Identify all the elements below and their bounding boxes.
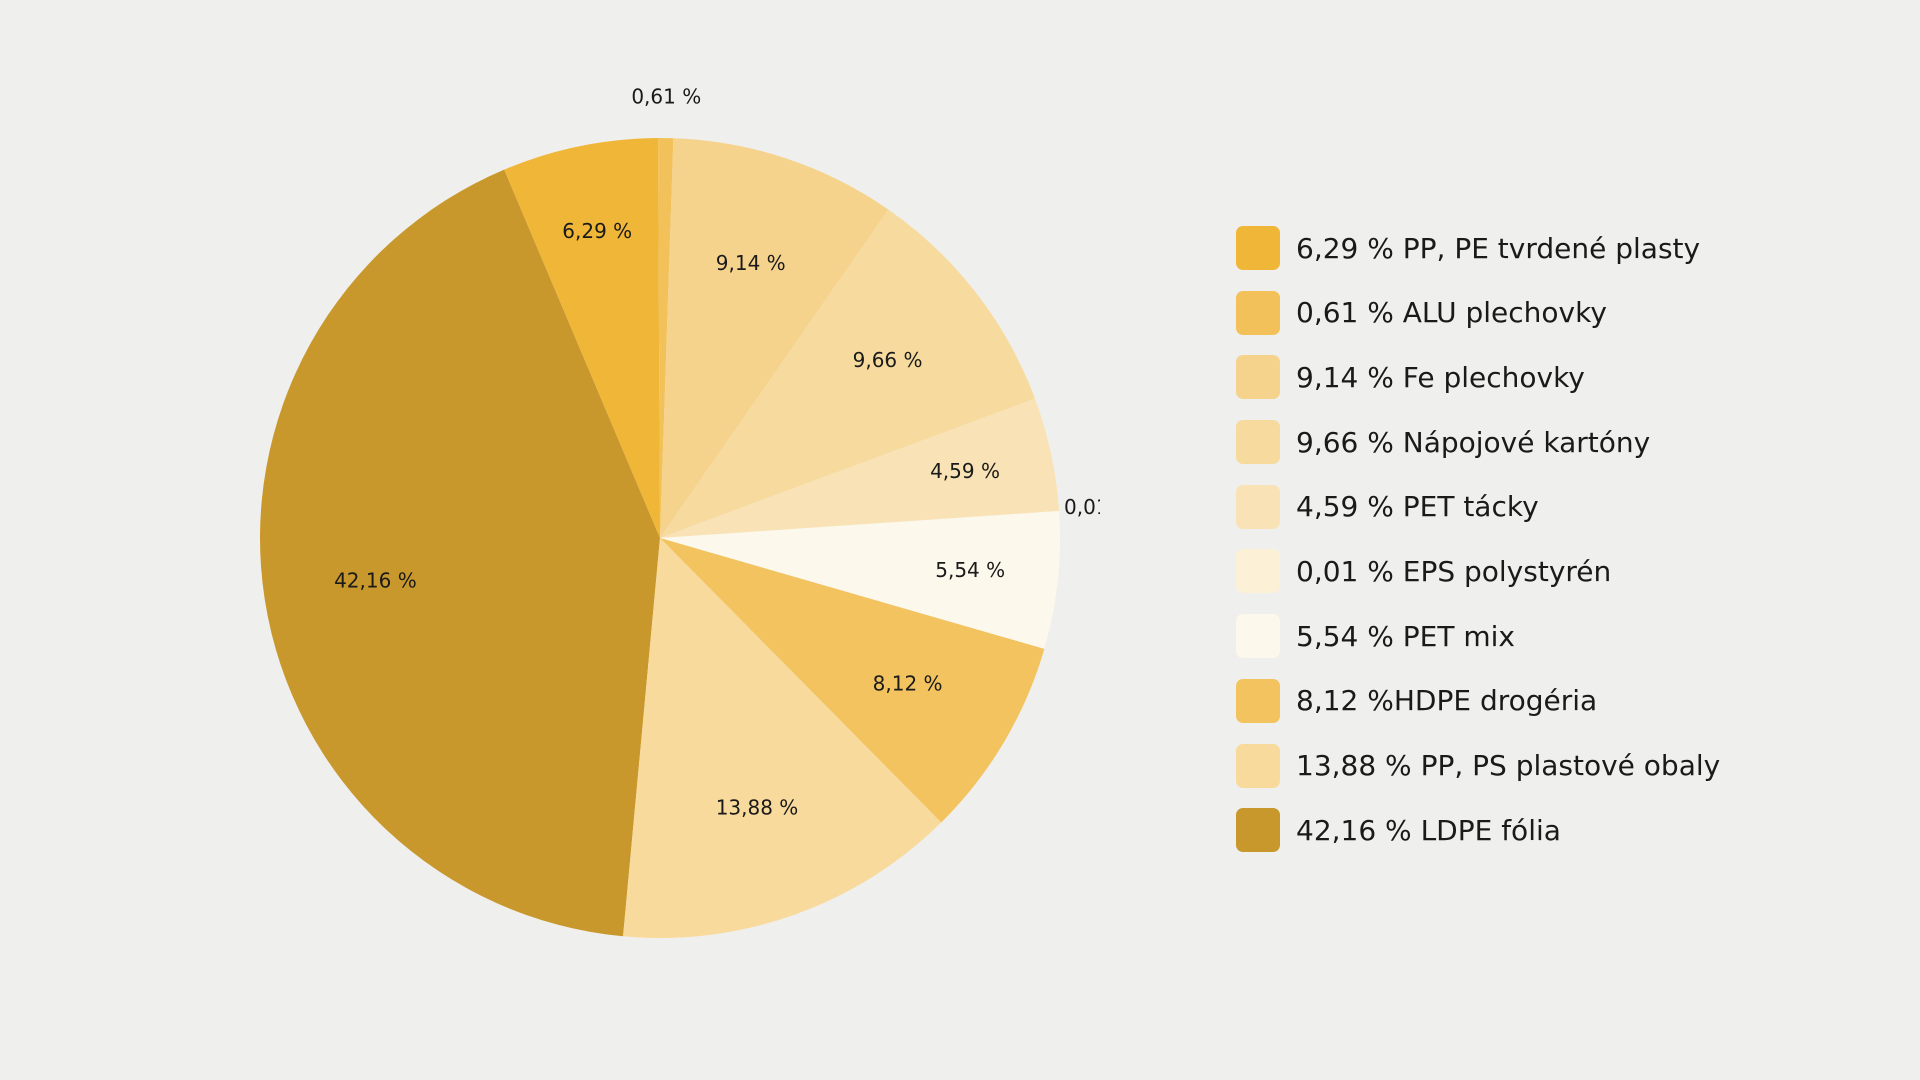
slice-label-fe-plechovky: 9,14 % — [716, 251, 786, 275]
legend-item-pet-tacky: 4,59 % PET tácky — [1236, 484, 1720, 529]
slice-label-pp-ps-plastove-obaly: 13,88 % — [716, 796, 799, 820]
pie-slice-napojove-kartony — [660, 209, 1035, 538]
pie-slice-pp-pe-tvrdene-plasty — [504, 138, 660, 539]
legend-swatch — [1236, 420, 1280, 465]
legend-label: 8,12 %HDPE drogéria — [1296, 684, 1598, 718]
legend-swatch — [1236, 549, 1280, 594]
pie-labels: 42,16 % 6,29 % 0,61 % 9,14 % 9,66 % 4,59 % 0,0… — [334, 85, 1100, 820]
legend-swatch — [1236, 743, 1280, 788]
legend-swatch — [1236, 808, 1280, 853]
legend-label: 9,14 % Fe plechovky — [1296, 360, 1585, 394]
pie-slice-pet-mix — [660, 511, 1060, 649]
pie-slice-alu-plechovky — [658, 138, 674, 538]
legend-item-ldpe-folia: 42,16 % LDPE fólia — [1236, 808, 1720, 853]
legend-swatch — [1236, 484, 1280, 529]
legend-label: 42,16 % LDPE fólia — [1296, 813, 1561, 847]
pie-slice-fe-plechovky — [660, 138, 889, 538]
slice-label-napojove-kartony: 9,66 % — [853, 348, 923, 372]
legend-label: 9,66 % Nápojové kartóny — [1296, 425, 1651, 459]
slice-label-pp-pe-tvrdene-plasty: 6,29 % — [562, 219, 632, 243]
legend-item-eps-polystyren: 0,01 % EPS polystyrén — [1236, 549, 1720, 594]
slice-label-pet-tacky: 4,59 % — [930, 459, 1000, 483]
slice-label-pet-mix: 5,54 % — [935, 558, 1005, 582]
legend-item-pet-mix: 5,54 % PET mix — [1236, 614, 1720, 659]
legend-swatch — [1236, 614, 1280, 659]
pie-slice-ldpe-folia — [259, 169, 660, 937]
slice-label-alu-plechovky: 0,61 % — [631, 85, 701, 109]
pie-slice-eps-polystyren — [660, 510, 1060, 538]
legend-label: 4,59 % PET tácky — [1296, 490, 1539, 524]
legend-item-alu-plechovky: 0,61 % ALU plechovky — [1236, 290, 1720, 335]
legend-label: 0,61 % ALU plechovky — [1296, 296, 1607, 330]
legend-swatch — [1236, 678, 1280, 723]
pie-slice-hdpe-drogeria — [660, 538, 1045, 823]
legend-item-pp-ps-plastove-obaly: 13,88 % PP, PS plastové obaly — [1236, 743, 1721, 788]
legend-swatch — [1236, 226, 1280, 270]
legend-label: 5,54 % PET mix — [1296, 619, 1515, 653]
pie-chart: 42,16 % 6,29 % 0,61 % 9,14 % 9,66 % 4,59 % 0,0… — [259, 85, 1100, 938]
pie-slices — [259, 138, 1060, 938]
pie-slice-pp-ps-plastove-obaly — [623, 538, 942, 938]
legend-label: 0,01 % EPS polystyrén — [1296, 554, 1612, 588]
legend-label: 6,29 % PP, PE tvrdené plasty — [1296, 231, 1701, 265]
legend-swatch — [1236, 290, 1280, 335]
legend-label: 13,88 % PP, PS plastové obaly — [1296, 749, 1721, 782]
slice-label-ldpe-folia: 42,16 % — [334, 569, 417, 593]
legend-item-hdpe-drogeria: 8,12 %HDPE drogéria — [1236, 678, 1720, 723]
slice-label-hdpe-drogeria: 8,12 % — [873, 672, 943, 696]
legend-item-napojove-kartony: 9,66 % Nápojové kartóny — [1236, 420, 1720, 465]
slice-label-eps-polystyren: 0,01 % — [1064, 495, 1100, 519]
legend-item-pp-pe-tvrdene-plasty: 6,29 % PP, PE tvrdené plasty — [1236, 226, 1720, 270]
legend-item-fe-plechovky: 9,14 % Fe plechovky — [1236, 355, 1720, 400]
legend-swatch — [1236, 355, 1280, 400]
legend: 6,29 % PP, PE tvrdené plasty 0,61 % ALU p… — [1236, 226, 1720, 873]
pie-slice-pet-tacky — [660, 398, 1060, 538]
